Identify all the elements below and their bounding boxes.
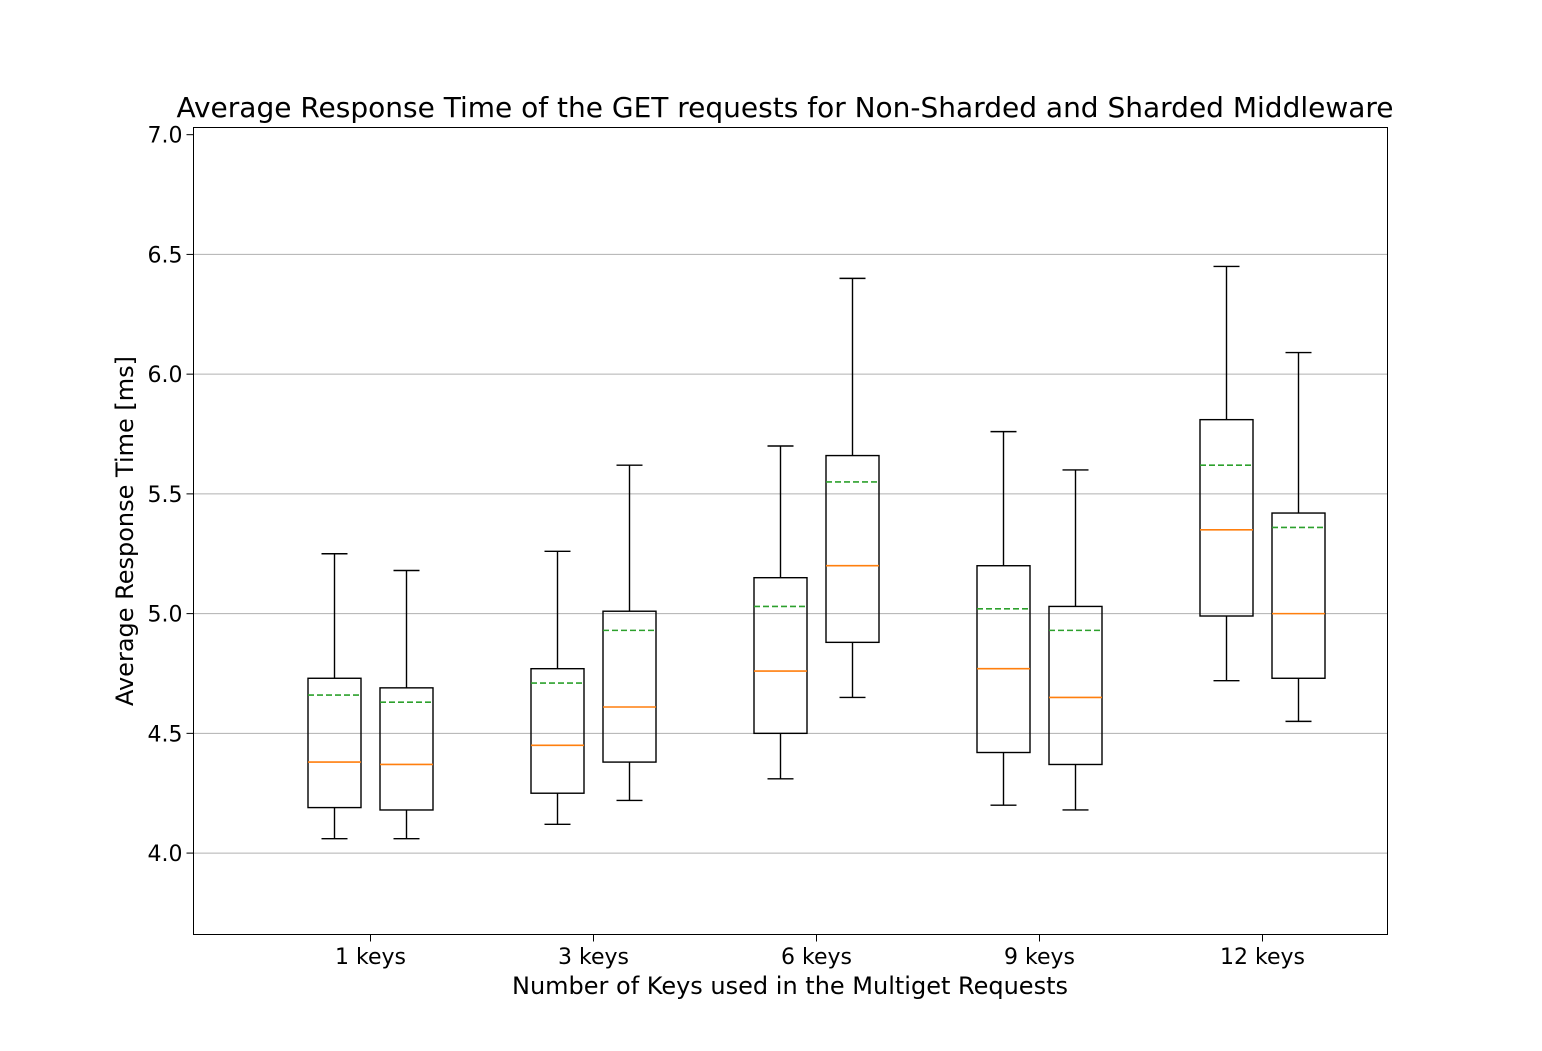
- x-tick-label: 1 keys: [335, 945, 406, 970]
- y-tick-label: 7.0: [148, 124, 183, 149]
- iqr-box: [602, 610, 657, 763]
- y-axis: 4.0 4.5 5.0 5.5 6.0 6.5 7.0: [148, 124, 194, 867]
- x-tick-label: 9 keys: [1004, 945, 1075, 970]
- iqr-box: [825, 454, 880, 644]
- box-plot-item: [307, 553, 362, 840]
- y-tick-label: 4.5: [148, 722, 183, 747]
- plot-frame: [193, 127, 1388, 935]
- iqr-box: [1199, 418, 1254, 617]
- y-tick-label: 5.0: [148, 603, 183, 628]
- boxes: [307, 265, 1326, 840]
- box-plot-item: [1048, 469, 1103, 811]
- iqr-box: [379, 687, 434, 811]
- box-plot-item: [1199, 265, 1254, 682]
- box-plot-item: [976, 430, 1031, 806]
- x-tick-label: 6 keys: [781, 945, 852, 970]
- iqr-box: [307, 677, 362, 809]
- grid-lines: [193, 253, 1388, 854]
- y-axis-label: Average Response Time [ms]: [111, 356, 139, 706]
- iqr-box: [1048, 605, 1103, 766]
- y-tick-label: 6.0: [148, 363, 183, 388]
- box-plot-item: [1271, 351, 1326, 723]
- y-tick-label: 5.5: [148, 483, 183, 508]
- iqr-box: [1271, 512, 1326, 679]
- box-plot-item: [753, 445, 808, 780]
- iqr-box: [753, 576, 808, 735]
- box-plot-item: [379, 569, 434, 840]
- box-plot-item: [602, 464, 657, 802]
- chart-title: Average Response Time of the GET request…: [176, 91, 1393, 124]
- box-plot-item: [825, 277, 880, 699]
- x-tick-label: 12 keys: [1220, 945, 1305, 970]
- y-tick-label: 4.0: [148, 842, 183, 867]
- iqr-box: [530, 667, 585, 794]
- x-axis: 1 keys 3 keys 6 keys 9 keys 12 keys: [335, 934, 1305, 970]
- x-tick-label: 3 keys: [558, 945, 629, 970]
- y-tick-label: 6.5: [148, 243, 183, 268]
- x-axis-label: Number of Keys used in the Multiget Requ…: [512, 972, 1068, 1000]
- iqr-box: [976, 565, 1031, 754]
- box-plot-item: [530, 550, 585, 826]
